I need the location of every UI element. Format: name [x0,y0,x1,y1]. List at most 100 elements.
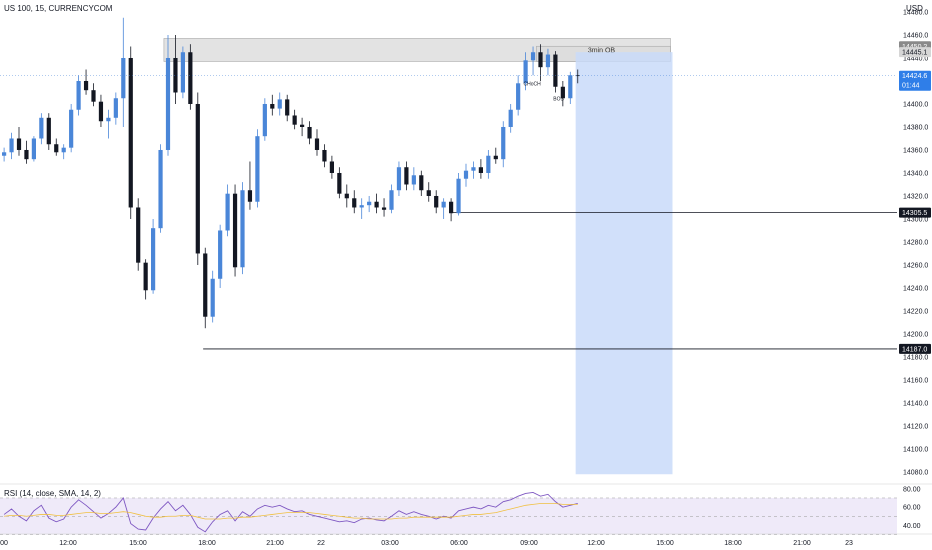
candle [344,184,349,208]
x-tick-label: 15:00 [656,540,674,547]
y-tick-label: 14140.0 [903,400,928,407]
annotation-choch: CHoCH [524,82,542,88]
candle-body [374,201,379,208]
candle-body [180,52,185,93]
candle-body [344,193,349,199]
x-tick-label: 00 [0,540,8,547]
y-tick-label: 14360.0 [903,147,928,154]
candle [128,46,133,219]
candle [218,224,223,288]
candle [180,46,185,99]
candle-body [359,205,364,208]
candle [262,98,267,141]
candle-body [523,60,528,84]
candle [449,198,454,222]
candle-body [463,170,469,179]
candle [91,83,96,107]
candle-body [553,54,558,87]
y-tick-label: 14220.0 [903,308,928,315]
candle [158,144,163,233]
candle-body [232,193,238,268]
price-tag-bg [899,343,931,354]
candle-body [210,278,215,317]
price-tag: 14424.6 01:44 [899,70,931,91]
order-block-label: 3min OB [588,47,616,54]
candle-body [277,99,282,109]
candle-body [396,167,402,191]
candle-body [493,155,498,160]
candle [76,75,81,116]
x-tick-label: 09:00 [520,540,538,547]
candle-body [121,57,126,99]
candle-body [136,207,141,263]
candle [411,167,416,191]
candle [523,52,528,91]
candle [463,163,469,187]
y-tick-label: 14260.0 [903,262,928,269]
candle-body [151,228,156,291]
y-tick-label: 14340.0 [903,170,928,177]
rsi-line [3,492,578,533]
candle-body [329,161,334,173]
candle [210,270,215,323]
candle [307,121,312,145]
candle [493,147,498,164]
candle-body [456,178,461,214]
candle-body [449,201,454,214]
time-axis[interactable]: 00 12:00 15:00 18:00 21:00 22 03:00 06:00 09:00 1… [0,533,932,547]
candle-body [434,195,439,208]
x-tick-label: 21:00 [266,540,284,547]
candle [508,103,513,133]
candle [471,161,476,179]
candle-body [337,172,342,194]
y-tick-label: 14480.0 [903,10,928,17]
candle [113,92,118,125]
x-tick-label: 12:00 [587,540,605,547]
candle [560,80,565,107]
candle-body [545,54,551,68]
candle [530,46,536,76]
candle-body [98,101,104,122]
y-tick-label: 14240.0 [903,285,928,292]
candle [195,92,200,265]
rsi-ma-line [4,503,578,520]
candle-body [352,198,357,208]
price-axis[interactable]: 14480.014460.014440.014420.014400.014380… [903,10,928,477]
candle [225,184,230,237]
candle [396,161,402,196]
candle-body [262,103,267,137]
candle [9,132,14,160]
candle-body [568,75,573,99]
candle [31,136,36,162]
candle-body [307,126,312,139]
y-tick-label: 14100.0 [903,446,928,453]
candle-body [441,201,446,208]
candle [314,129,320,156]
candle [61,144,66,160]
rsi-tick-label: 40.00 [903,523,921,530]
candle-body [285,99,290,116]
candle [419,170,424,196]
candle-body [31,138,36,160]
candle [337,167,342,199]
candle [329,155,334,179]
candle [538,44,543,81]
candle [367,195,372,213]
candle-body [83,80,89,91]
candle-body [2,152,7,156]
candle-body [508,109,513,127]
candle-body [9,138,14,153]
rsi-pane: RSI (14, close, SMA, 14, 2) 80.00 60.00 40… [0,483,932,535]
candle [516,75,521,116]
candle [188,44,193,110]
candle-body [404,167,409,185]
candle [381,198,387,217]
x-tick-label: 12:00 [59,540,77,547]
candle-body [486,155,491,173]
candle [426,182,431,202]
candle-body [471,167,476,171]
currency-label: USD [906,4,923,13]
price-tag-bg [899,207,931,218]
